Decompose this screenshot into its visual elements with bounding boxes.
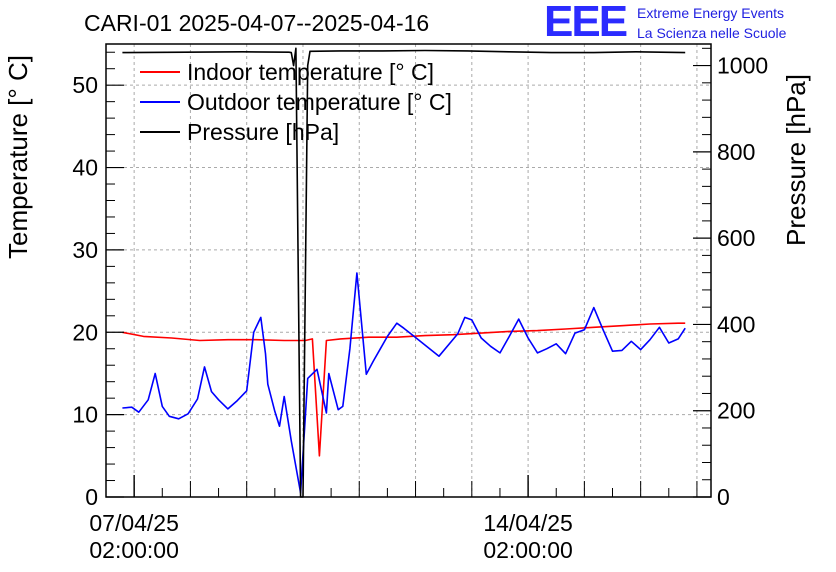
- legend: Indoor temperature [° C] Outdoor tempera…: [140, 59, 452, 145]
- y2-tick-label: 0: [717, 484, 730, 510]
- legend-label-outdoor: Outdoor temperature [° C]: [187, 89, 452, 115]
- y-tick-label: 40: [72, 155, 98, 181]
- axes: 010203040500200400600800100007/04/2502:0…: [72, 47, 768, 563]
- x-tick-label-date: 14/04/25: [483, 510, 573, 536]
- x-tick-label-date: 07/04/25: [89, 510, 179, 536]
- y2-tick-label: 400: [717, 311, 755, 337]
- legend-label-indoor: Indoor temperature [° C]: [187, 59, 434, 85]
- y2-tick-label: 600: [717, 225, 755, 251]
- x-tick-label-time: 02:00:00: [483, 537, 573, 563]
- plot-frame: [105, 43, 712, 498]
- series-line-pressure: [122, 47, 686, 498]
- y2-tick-label: 800: [717, 139, 755, 165]
- y-axis-title: Temperature [° C]: [3, 55, 33, 259]
- eee-logo: EEE: [544, 0, 628, 46]
- logo-line-2: La Scienza nelle Scuole: [637, 25, 787, 41]
- y2-tick-label: 1000: [717, 53, 768, 79]
- series-line-indoor-temperature: [122, 322, 686, 457]
- y-tick-label: 0: [85, 484, 98, 510]
- y2-tick-label: 200: [717, 398, 755, 424]
- y-tick-label: 30: [72, 237, 98, 263]
- chart-title: CARI-01 2025-04-07--2025-04-16: [84, 10, 430, 36]
- series-line-outdoor-temperature: [122, 272, 686, 494]
- y-tick-label: 10: [72, 402, 98, 428]
- y-tick-label: 20: [72, 319, 98, 345]
- logo-line-1: Extreme Energy Events: [637, 5, 785, 21]
- series-layer: [122, 47, 686, 498]
- legend-label-pressure: Pressure [hPa]: [187, 119, 339, 145]
- y-tick-label: 50: [72, 72, 98, 98]
- x-tick-label-time: 02:00:00: [89, 537, 179, 563]
- y2-axis-title: Pressure [hPa]: [781, 74, 811, 246]
